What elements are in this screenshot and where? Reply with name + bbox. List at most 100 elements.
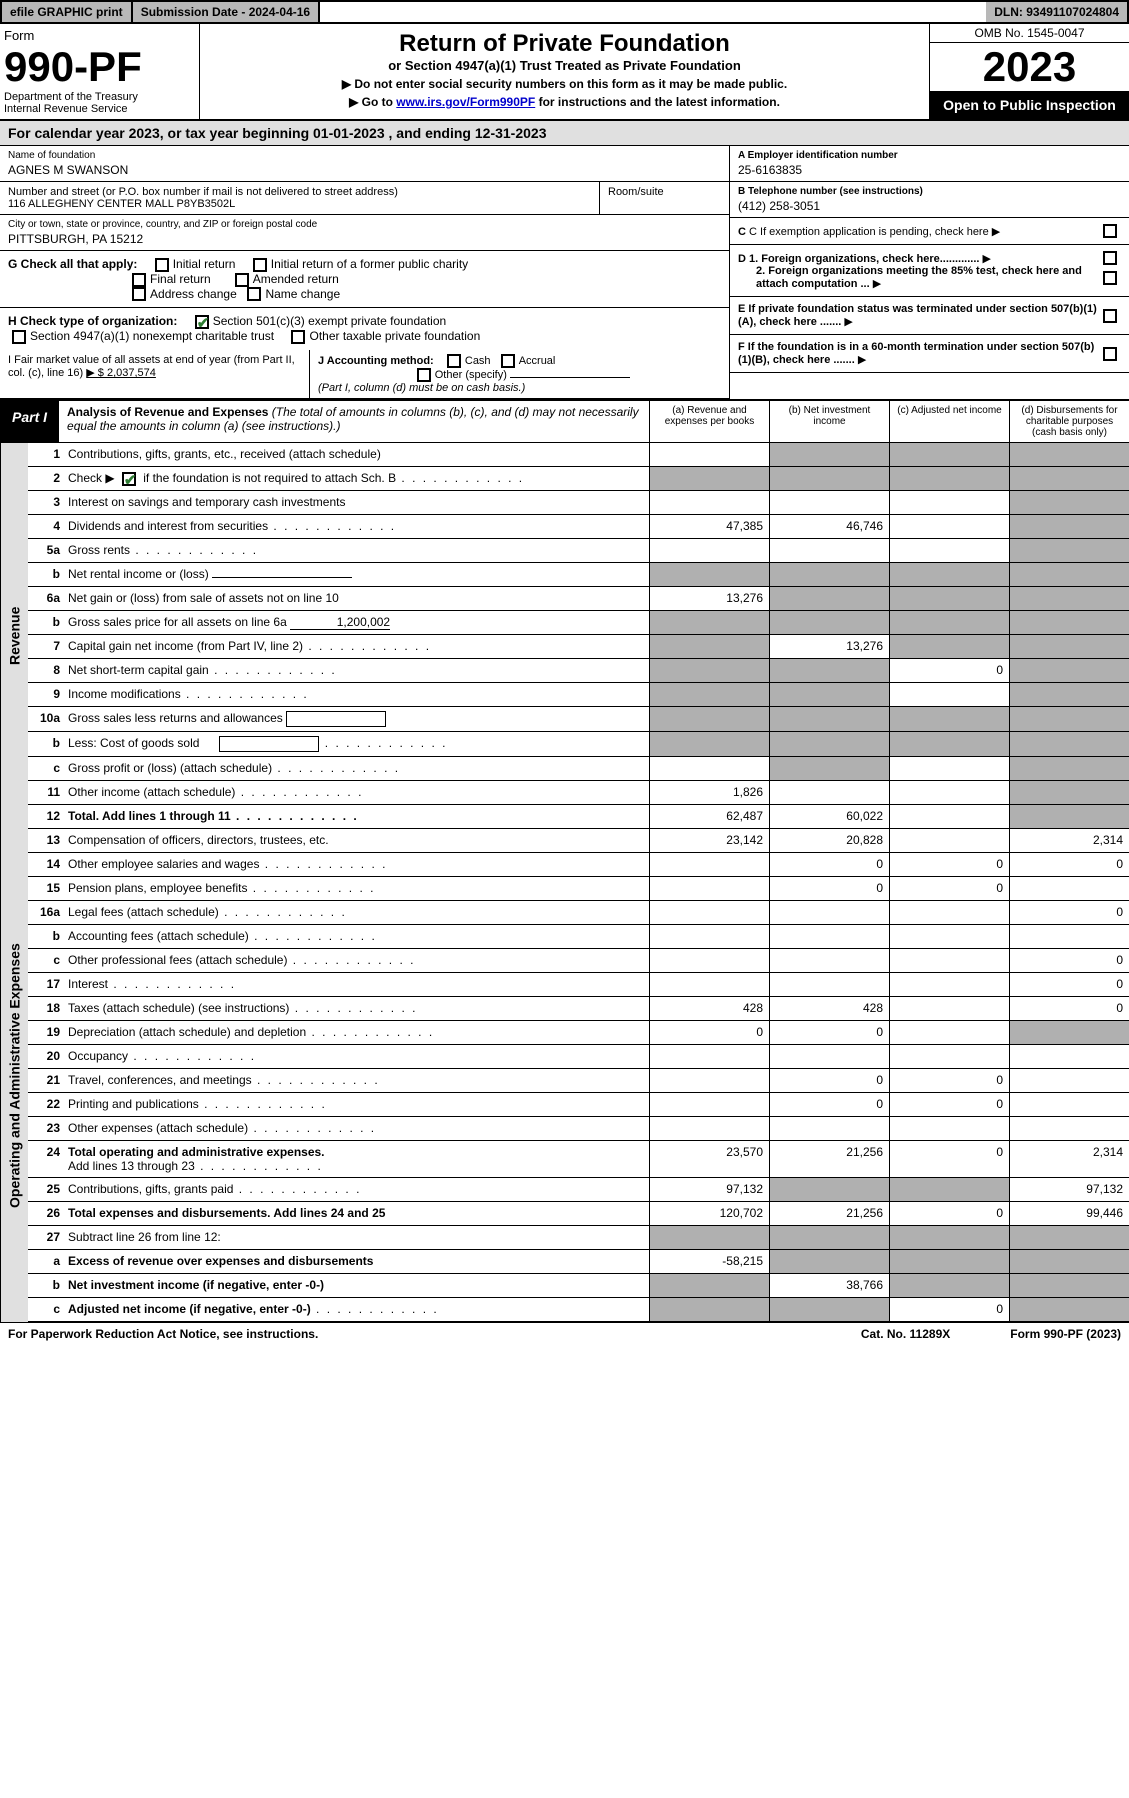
fmv-value: ▶ $ 2,037,574 [86,367,156,379]
line-20-desc: Occupancy [64,1045,649,1068]
j-note: (Part I, column (d) must be on cash basi… [318,382,525,394]
amended-return-checkbox[interactable] [235,273,249,287]
foreign-85-checkbox[interactable] [1103,271,1117,285]
c-pending-block: C C If exemption application is pending,… [730,218,1129,245]
address-change-checkbox[interactable] [132,287,146,301]
line-6a-a: 13,276 [649,587,769,610]
other-taxable-checkbox[interactable] [291,330,305,344]
form-footer-right: Form 990-PF (2023) [1010,1327,1121,1341]
d1-text: D 1. Foreign organizations, check here..… [738,253,979,265]
g-opt4: Amended return [253,272,339,286]
line-19-b: 0 [769,1021,889,1044]
line-24-b: 21,256 [769,1141,889,1177]
accrual-checkbox[interactable] [501,354,515,368]
initial-return-checkbox[interactable] [155,258,169,272]
name-change-checkbox[interactable] [247,287,261,301]
line-24-num: 24 [28,1141,64,1177]
line-24-d: 2,314 [1009,1141,1129,1177]
d-foreign-block: D 1. Foreign organizations, check here..… [730,245,1129,297]
irs-link[interactable]: www.irs.gov/Form990PF [396,95,535,109]
foundation-name: AGNES M SWANSON [8,161,721,177]
foreign-checkbox[interactable] [1103,251,1117,265]
line-15-desc: Pension plans, employee benefits [64,877,649,900]
col-c-header: (c) Adjusted net income [889,401,1009,442]
col-d-header: (d) Disbursements for charitable purpose… [1009,401,1129,442]
schb-checkbox[interactable] [122,472,136,486]
goto-post: for instructions and the latest informat… [535,95,780,109]
efile-print-button[interactable]: efile GRAPHIC print [2,2,133,22]
line-26-desc: Total expenses and disbursements. Add li… [64,1202,649,1225]
line-6b-desc: Gross sales price for all assets on line… [64,611,649,634]
line-14-d: 0 [1009,853,1129,876]
terminated-checkbox[interactable] [1103,309,1117,323]
line-6a-desc: Net gain or (loss) from sale of assets n… [64,587,649,610]
line-15-c: 0 [889,877,1009,900]
pending-checkbox[interactable] [1103,224,1117,238]
cash-checkbox[interactable] [447,354,461,368]
line-7-b: 13,276 [769,635,889,658]
other-method-checkbox[interactable] [417,368,431,382]
g-opt5: Address change [150,287,237,301]
form-number: 990-PF [4,43,195,91]
line-26-a: 120,702 [649,1202,769,1225]
page-footer: For Paperwork Reduction Act Notice, see … [0,1322,1129,1345]
cal-pre: For calendar year 2023, or tax year begi… [8,125,313,141]
line-14-c: 0 [889,853,1009,876]
form-subtitle: or Section 4947(a)(1) Trust Treated as P… [206,58,923,73]
line-18-num: 18 [28,997,64,1020]
line-18-desc: Taxes (attach schedule) (see instruction… [64,997,649,1020]
d2-text: 2. Foreign organizations meeting the 85%… [756,265,1082,290]
initial-former-checkbox[interactable] [253,258,267,272]
h-opt2: Section 4947(a)(1) nonexempt charitable … [30,329,274,343]
form-word: Form [4,28,195,43]
f-60month-block: F If the foundation is in a 60-month ter… [730,335,1129,373]
line-17-desc: Interest [64,973,649,996]
line-14-num: 14 [28,853,64,876]
line-19-a: 0 [649,1021,769,1044]
line-23-num: 23 [28,1117,64,1140]
line-27b-num: b [28,1274,64,1297]
street-address: 116 ALLEGHENY CENTER MALL P8YB3502L [8,198,591,210]
501c3-checkbox[interactable] [195,315,209,329]
line-24-c: 0 [889,1141,1009,1177]
final-return-checkbox[interactable] [132,273,146,287]
line-13-b: 20,828 [769,829,889,852]
line-12-a: 62,487 [649,805,769,828]
line-22-b: 0 [769,1093,889,1116]
60month-checkbox[interactable] [1103,347,1117,361]
dept-treasury: Department of the Treasury [4,91,195,103]
line-27c-c: 0 [889,1298,1009,1321]
line-10a-desc: Gross sales less returns and allowances [64,707,649,731]
omb-number: OMB No. 1545-0047 [930,24,1129,43]
line-15-b: 0 [769,877,889,900]
col-a-header: (a) Revenue and expenses per books [649,401,769,442]
line-13-d: 2,314 [1009,829,1129,852]
line-4-b: 46,746 [769,515,889,538]
irs: Internal Revenue Service [4,103,195,115]
dln: DLN: 93491107024804 [986,2,1127,22]
line-6b-num: b [28,611,64,634]
line-27a-num: a [28,1250,64,1273]
line-16b-desc: Accounting fees (attach schedule) [64,925,649,948]
h-label: H Check type of organization: [8,314,177,328]
g-label: G Check all that apply: [8,257,137,271]
line-21-num: 21 [28,1069,64,1092]
4947-checkbox[interactable] [12,330,26,344]
cal-begin: 01-01-2023 [313,125,385,141]
j-accounting-block: J Accounting method: Cash Accrual Other … [310,350,729,398]
g-check-row: G Check all that apply: Initial return I… [0,251,729,308]
revenue-side-label: Revenue [0,443,28,829]
h-opt1: Section 501(c)(3) exempt private foundat… [213,314,446,328]
line-12-desc: Total. Add lines 1 through 11 [64,805,649,828]
line-16c-num: c [28,949,64,972]
h-check-row: H Check type of organization: Section 50… [0,308,729,350]
j-cash: Cash [465,355,491,367]
open-to-public: Open to Public Inspection [930,91,1129,119]
line-21-b: 0 [769,1069,889,1092]
goto-pre: ▶ Go to [349,95,396,109]
line-6a-num: 6a [28,587,64,610]
city-label: City or town, state or province, country… [8,219,721,230]
j-accrual: Accrual [519,355,556,367]
line-12-num: 12 [28,805,64,828]
line-27b-desc: Net investment income (if negative, ente… [64,1274,649,1297]
